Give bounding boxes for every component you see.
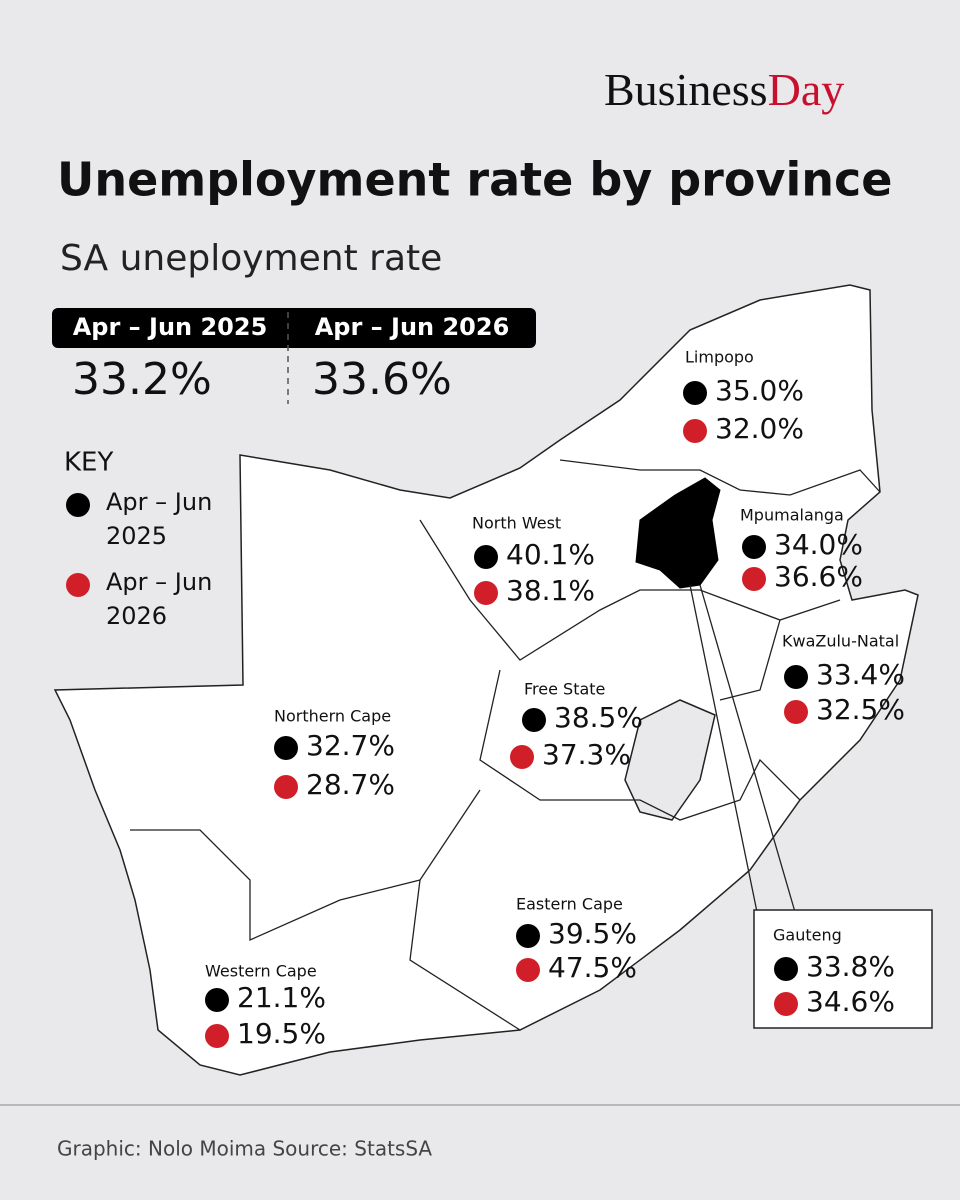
province-name: Free State (524, 680, 605, 699)
province-name: Eastern Cape (516, 895, 623, 914)
rate-value: 34.0% (774, 528, 863, 561)
national-header (52, 308, 536, 348)
footer: Graphic: Nolo Moima Source: StatsSA (57, 1137, 432, 1161)
rate-dot (516, 958, 540, 982)
key-label: Apr – Jun (106, 568, 212, 596)
key-year: 2025 (106, 522, 167, 550)
rate-value: 39.5% (548, 917, 637, 950)
rate-dot (683, 381, 707, 405)
rate-value: 19.5% (237, 1017, 326, 1050)
rate-value: 34.6% (806, 985, 895, 1018)
rate-value: 38.5% (554, 701, 643, 734)
lesotho (624, 699, 716, 821)
rate-value: 33.4% (816, 658, 905, 691)
rate-dot (784, 665, 808, 689)
rate-dot (522, 708, 546, 732)
province-name: Gauteng (773, 926, 842, 945)
key-label: Apr – Jun (106, 488, 212, 516)
rate-value: 36.6% (774, 560, 863, 593)
rate-value: 32.5% (816, 693, 905, 726)
key-dot (66, 573, 90, 597)
rate-value: 32.7% (306, 729, 395, 762)
leader-line (689, 584, 758, 913)
rate-dot (516, 924, 540, 948)
rate-value: 28.7% (306, 768, 395, 801)
province-name: Western Cape (205, 962, 317, 981)
border (419, 519, 841, 661)
rate-value: 38.1% (506, 574, 595, 607)
rate-value: 35.0% (715, 374, 804, 407)
rate-dot (683, 419, 707, 443)
rate-dot (205, 988, 229, 1012)
rate-dot (474, 545, 498, 569)
period-label: Apr – Jun 2026 (315, 313, 510, 341)
province-name: Limpopo (685, 348, 754, 367)
national-rate: 33.2% (72, 354, 212, 405)
period-label: Apr – Jun 2025 (73, 313, 268, 341)
brand: BusinessDay (604, 64, 844, 115)
rate-value: 32.0% (715, 412, 804, 445)
brand-second: Day (768, 64, 845, 115)
rate-dot (274, 775, 298, 799)
province-name: North West (472, 514, 561, 533)
rate-dot (274, 736, 298, 760)
rate-dot (784, 700, 808, 724)
border (419, 789, 481, 881)
key-year: 2026 (106, 602, 167, 630)
key-title: KEY (64, 448, 113, 478)
rate-dot (205, 1024, 229, 1048)
rate-dot (742, 567, 766, 591)
leader-line (699, 584, 796, 913)
border (479, 669, 801, 821)
rate-value: 37.3% (542, 738, 631, 771)
rate-dot (474, 581, 498, 605)
rate-value: 33.8% (806, 950, 895, 983)
title: Unemployment rate by province (57, 153, 892, 207)
key-dot (66, 493, 90, 517)
rate-value: 47.5% (548, 951, 637, 984)
gauteng-shape (635, 477, 721, 589)
rate-dot (774, 992, 798, 1016)
province-name: Northern Cape (274, 707, 391, 726)
border (559, 459, 881, 496)
subtitle: SA uneployment rate (60, 238, 442, 279)
province-name: Mpumalanga (740, 506, 844, 525)
rate-dot (742, 535, 766, 559)
rate-value: 21.1% (237, 981, 326, 1014)
border (719, 619, 781, 701)
rate-dot (774, 957, 798, 981)
province-name: KwaZulu-Natal (782, 632, 899, 651)
rate-value: 40.1% (506, 538, 595, 571)
border (130, 829, 521, 1031)
rate-dot (510, 745, 534, 769)
province-borders (130, 459, 881, 1031)
brand-first: Business (604, 64, 768, 115)
national-rate: 33.6% (312, 354, 452, 405)
